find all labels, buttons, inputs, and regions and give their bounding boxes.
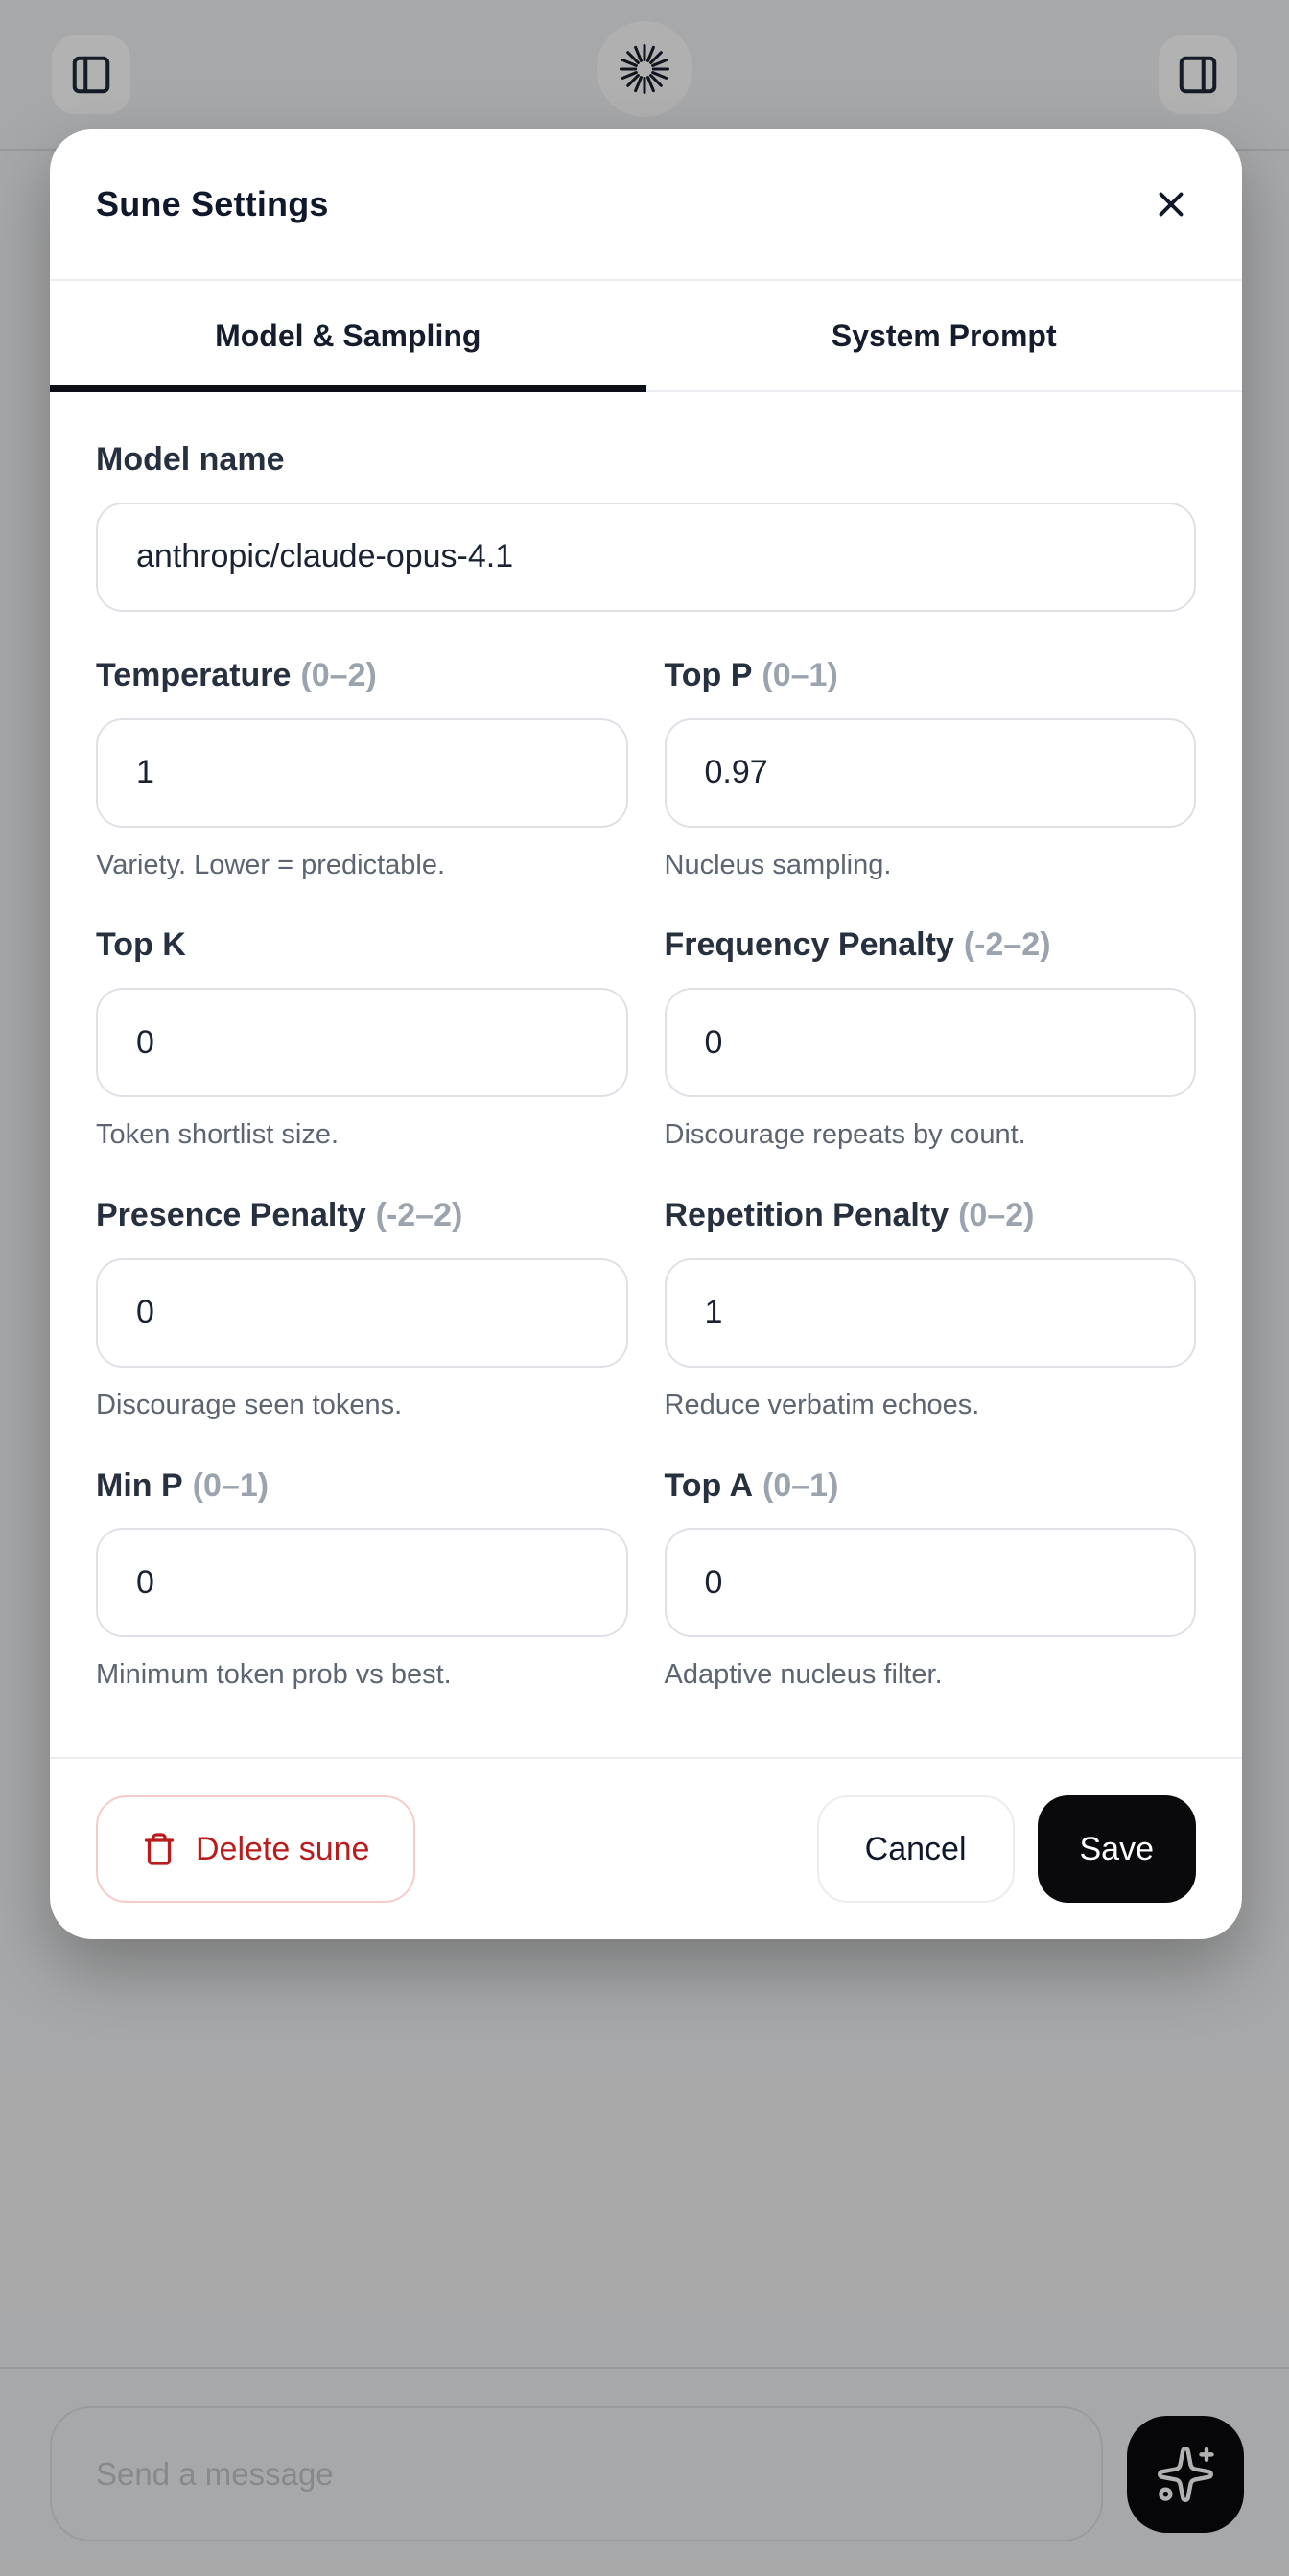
field-label: Top P (0–1) bbox=[664, 656, 838, 693]
cancel-button[interactable]: Cancel bbox=[816, 1795, 1015, 1903]
field-label: Frequency Penalty (-2–2) bbox=[664, 926, 1051, 964]
field-range: (0–2) bbox=[958, 1196, 1035, 1233]
sidebar-left-toggle-button[interactable] bbox=[52, 35, 130, 114]
field-input[interactable] bbox=[96, 502, 1196, 612]
field-range: (0–2) bbox=[300, 656, 377, 693]
field-input[interactable] bbox=[96, 988, 628, 1098]
field-hint: Variety. Lower = predictable. bbox=[96, 849, 446, 880]
field-label: Temperature (0–2) bbox=[96, 656, 377, 693]
field-hint: Adaptive nucleus filter. bbox=[664, 1659, 943, 1691]
dialog-header: Sune Settings bbox=[50, 129, 1242, 281]
field-top-p: Top P(0–1) Nucleus sampling. bbox=[664, 656, 1196, 882]
top-bar bbox=[0, 0, 1289, 151]
field-label: Presence Penalty (-2–2) bbox=[96, 1196, 463, 1233]
send-button[interactable] bbox=[1127, 2416, 1244, 2533]
message-input[interactable] bbox=[50, 2406, 1103, 2541]
fields-grid: Model name Temperature(0–2) Variety. Low… bbox=[96, 440, 1196, 1736]
field-range: (0–1) bbox=[762, 1466, 839, 1504]
field-label: Min P (0–1) bbox=[96, 1466, 270, 1504]
field-label: Model name bbox=[96, 441, 285, 478]
field-input[interactable] bbox=[96, 717, 628, 828]
field-hint: Discourage repeats by count. bbox=[664, 1119, 1026, 1151]
field-top-k: Top K Token shortlist size. bbox=[96, 925, 628, 1152]
field-input[interactable] bbox=[96, 1257, 628, 1368]
sune-settings-dialog: Sune Settings Model & Sampling System Pr… bbox=[50, 129, 1242, 1939]
field-label: Repetition Penalty (0–2) bbox=[664, 1196, 1035, 1233]
chat-input-bar bbox=[0, 2367, 1289, 2576]
field-top-a: Top A(0–1) Adaptive nucleus filter. bbox=[664, 1466, 1196, 1693]
delete-sune-label: Delete sune bbox=[196, 1830, 370, 1867]
save-button[interactable]: Save bbox=[1037, 1795, 1196, 1903]
dialog-tabs: Model & Sampling System Prompt bbox=[50, 281, 1242, 392]
field-input[interactable] bbox=[664, 988, 1196, 1098]
field-input[interactable] bbox=[664, 717, 1196, 828]
field-presence-penalty: Presence Penalty(-2–2) Discourage seen t… bbox=[96, 1196, 628, 1422]
field-temperature: Temperature(0–2) Variety. Lower = predic… bbox=[96, 656, 628, 882]
starburst-icon bbox=[618, 42, 671, 96]
tab-model-and-sampling[interactable]: Model & Sampling bbox=[50, 281, 646, 392]
close-button[interactable] bbox=[1146, 179, 1196, 229]
panel-left-icon bbox=[69, 53, 113, 97]
sune-avatar[interactable] bbox=[597, 21, 692, 117]
sidebar-right-toggle-button[interactable] bbox=[1159, 35, 1237, 114]
field-label: Top A (0–1) bbox=[664, 1466, 839, 1504]
dialog-footer: Delete sune Cancel Save bbox=[50, 1757, 1242, 1939]
field-range: (0–1) bbox=[192, 1466, 270, 1504]
dialog-title: Sune Settings bbox=[96, 184, 329, 223]
field-input[interactable] bbox=[96, 1528, 628, 1638]
tab-system-prompt[interactable]: System Prompt bbox=[831, 317, 1057, 353]
field-range: (-2–2) bbox=[963, 926, 1051, 964]
field-hint: Discourage seen tokens. bbox=[96, 1389, 403, 1420]
field-hint: Minimum token prob vs best. bbox=[96, 1659, 452, 1691]
field-repetition-penalty: Repetition Penalty(0–2) Reduce verbatim … bbox=[664, 1196, 1196, 1422]
field-input[interactable] bbox=[664, 1528, 1196, 1638]
field-hint: Token shortlist size. bbox=[96, 1119, 340, 1151]
field-frequency-penalty: Frequency Penalty(-2–2) Discourage repea… bbox=[664, 925, 1196, 1152]
dialog-body: Model name Temperature(0–2) Variety. Low… bbox=[50, 392, 1242, 1757]
delete-sune-button[interactable]: Delete sune bbox=[96, 1795, 416, 1903]
field-min-p: Min P(0–1) Minimum token prob vs best. bbox=[96, 1466, 628, 1693]
trash-icon bbox=[142, 1832, 176, 1866]
field-range: (-2–2) bbox=[375, 1196, 463, 1233]
close-icon bbox=[1151, 184, 1191, 224]
panel-right-icon bbox=[1176, 53, 1220, 97]
field-label: Top K bbox=[96, 926, 186, 964]
field-hint: Nucleus sampling. bbox=[664, 849, 892, 880]
sparkles-icon bbox=[1154, 2443, 1217, 2506]
field-hint: Reduce verbatim echoes. bbox=[664, 1389, 980, 1420]
field-model-name: Model name bbox=[96, 440, 1196, 612]
field-range: (0–1) bbox=[762, 656, 838, 693]
field-input[interactable] bbox=[664, 1257, 1196, 1368]
